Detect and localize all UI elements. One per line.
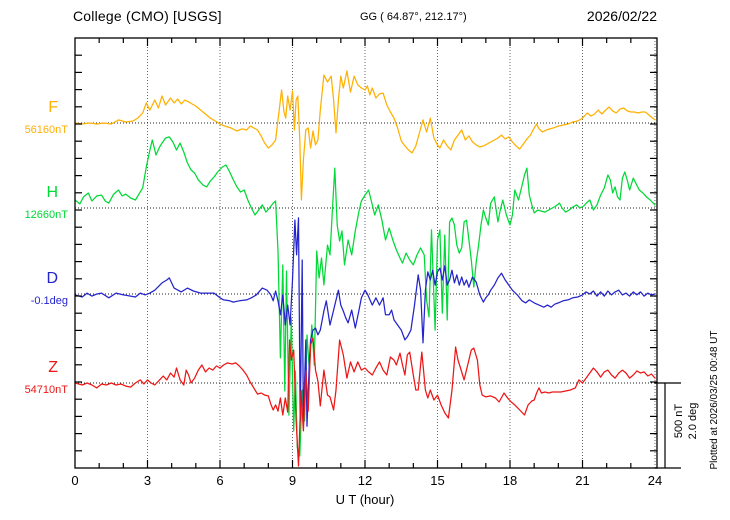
x-tick-label-15: 15	[430, 473, 445, 488]
trace-Z	[75, 337, 656, 467]
x-tick-label-24: 24	[647, 473, 663, 488]
channel-label-Z: Z	[48, 359, 58, 376]
traces	[75, 70, 656, 467]
station-title: College (CMO) [USGS]	[73, 8, 222, 24]
channel-value-D: -0.1deg	[30, 295, 68, 307]
channel-label-F: F	[48, 99, 58, 116]
trace-F	[75, 70, 656, 201]
trace-D	[75, 217, 656, 427]
y-ticks-marks	[75, 54, 657, 452]
scale-bar-labels: 500 nT 2.0 deg	[672, 379, 702, 463]
x-tick-label-9: 9	[288, 473, 297, 488]
x-tick-label-12: 12	[357, 473, 373, 488]
scale-bar-label-deg: 2.0 deg	[687, 402, 699, 440]
x-tick-label-3: 3	[143, 473, 152, 488]
scale-bar-label-nt: 500 nT	[673, 403, 685, 439]
plot-border	[74, 37, 658, 469]
x-tick-label-18: 18	[502, 473, 518, 488]
x-ticks-marks	[98, 38, 632, 468]
channel-label-D: D	[46, 270, 58, 287]
channel-value-F: 56160nT	[24, 124, 68, 136]
vertical-gridlines	[147, 38, 656, 468]
x-axis-title: U T (hour)	[335, 492, 395, 507]
x-tick-label-6: 6	[216, 473, 224, 488]
channel-label-H: H	[46, 184, 58, 201]
scale-bar	[655, 382, 681, 469]
channel-value-H: 12660nT	[24, 209, 68, 221]
x-tick-label-0: 0	[71, 473, 79, 488]
channel-value-Z: 54710nT	[24, 384, 68, 396]
plot-date: 2026/02/22	[586, 8, 657, 24]
channel-baselines	[75, 122, 657, 384]
geographic-coordinates: GG ( 64.87°, 212.17°)	[360, 11, 467, 23]
plotted-at-timestamp: Plotted at 2026/03/25 00:48 UT	[709, 330, 720, 470]
trace-H	[75, 136, 656, 457]
x-tick-label-21: 21	[575, 473, 590, 488]
